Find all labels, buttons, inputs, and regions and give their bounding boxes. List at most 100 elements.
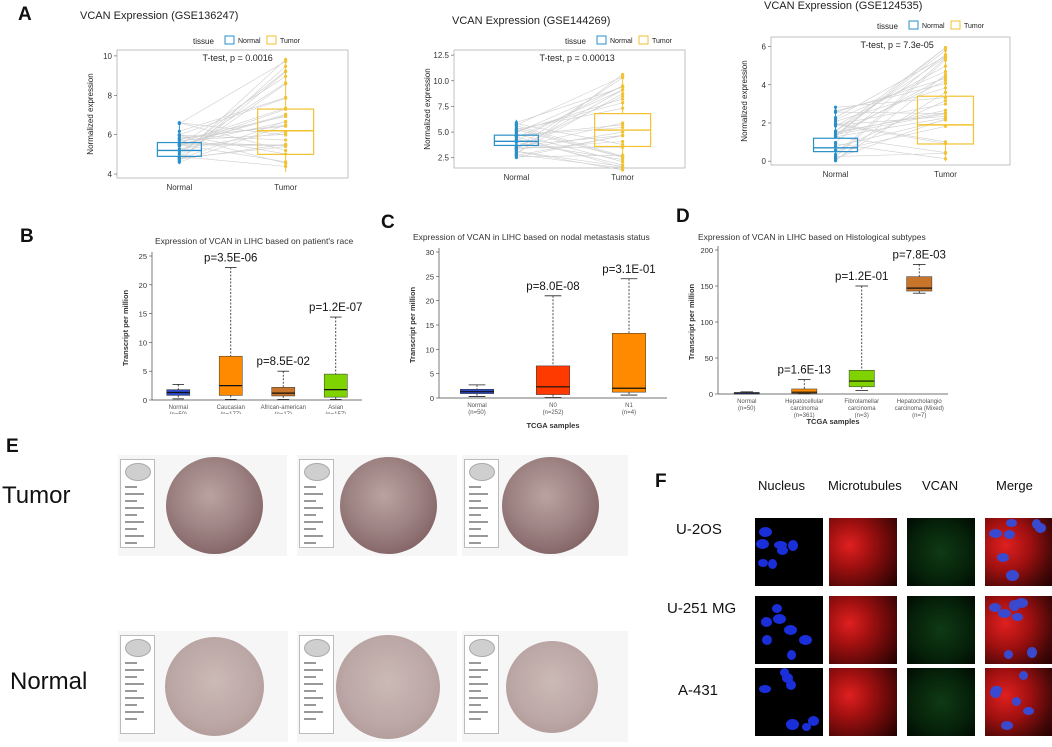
row-label-u2os: U-2OS [676,521,722,538]
label-text-line [304,662,316,664]
paired-line [835,65,946,127]
paired-line [516,141,623,150]
label-text-line [304,493,323,495]
legend-swatch-tumor [266,35,277,45]
label-text-line [304,500,316,502]
if-image-a431-nucleus [755,668,823,736]
if-image-u251mg-microtubules [829,596,897,664]
col-label-vcan: VCAN [922,478,959,493]
p-value-label: p=1.6E-13 [778,365,831,377]
panel-letter-e: E [6,436,19,457]
label-text-line [304,683,323,685]
tumor-ihc-image-1 [118,455,287,556]
label-text-line [304,718,316,720]
panel-letter-d: D [676,206,690,227]
category-n: (n=361) [794,413,815,419]
legend-title: tissue [565,37,586,46]
label-text-line [304,704,316,706]
row-label-a431: A-431 [678,682,719,699]
label-text-line [125,662,137,664]
box-1 [218,355,243,396]
label-text-line [125,486,137,488]
p-value-label: p=3.5E-06 [204,253,257,265]
paired-line [179,107,286,144]
legend-title: tissue [193,37,214,46]
x-axis-label: TCGA samples [806,417,859,426]
point-normal [514,137,518,141]
paired-line [179,97,286,135]
point-tumor [284,148,288,153]
paired-line [835,80,946,134]
nucleus-blob [989,529,1002,538]
normal-ihc-image-3 [462,631,628,742]
p-value-label: p=8.0E-08 [526,281,579,293]
label-text-line [469,507,488,509]
label-text-line [469,697,488,699]
nucleus-blob [1004,650,1013,659]
nucleus-blob [802,723,811,731]
label-text-line [125,683,144,685]
point-normal [177,143,181,147]
normal-ihc-image-1 [118,631,288,742]
box-3 [323,373,348,398]
box-3 [906,276,933,292]
paired-line [516,124,623,136]
category-label: N0 [549,403,557,409]
nucleus-blob [786,680,796,690]
p-value-label: p=1.2E-01 [835,271,888,283]
box-normal [812,137,859,153]
y-tick-label: 150 [700,282,713,291]
panel-a-title-1: VCAN Expression (GSE144269) [452,15,610,27]
point-tumor [943,99,948,103]
point-tumor [943,114,948,118]
paired-line [179,125,286,139]
legend-swatch-normal [596,35,607,45]
panel-a-title-2: VCAN Expression (GSE124535) [764,0,922,12]
category-label: Fibrolamellar [844,399,879,405]
tissue-core [506,640,598,733]
if-image-u251mg-merge [985,596,1052,664]
atlas-logo-icon [469,463,495,481]
specimen-label-card [299,459,334,548]
paired-line [179,156,286,167]
y-tick-label: 15 [426,321,434,330]
point-tumor [621,134,625,138]
label-text-line [469,683,488,685]
atlas-logo-icon [304,639,330,657]
paired-line [835,117,946,138]
nucleus-blob [762,635,772,645]
y-tick-label: 20 [426,297,434,306]
nucleus-blob [1006,570,1019,581]
point-tumor [284,144,288,149]
label-text-line [469,669,488,671]
paired-line [179,121,286,145]
paired-line [835,111,946,114]
paired-line [835,112,946,133]
if-image-a431-merge [985,668,1052,736]
nucleus-blob [1012,697,1021,706]
panel-letter-f: F [655,471,667,492]
paired-line [516,102,623,132]
category-label: African-american [261,405,306,411]
tcga-title: Expression of VCAN in LIHC based on noda… [413,232,650,242]
plot-frame [116,49,349,179]
category-n: (n=50) [738,406,756,412]
paired-line [516,108,623,130]
nucleus-blob [784,625,797,635]
category-n: (n=50) [468,410,486,416]
category-n: (n=50) [169,412,187,414]
panel-a-chart-gse124535: VCAN Expression (GSE124535) tissue Normal T… [740,0,1011,179]
if-image-u251mg-nucleus [755,596,823,664]
panel-a-title-0: VCAN Expression (GSE136247) [80,10,238,22]
paired-line [179,121,286,160]
category-n: (n=157) [325,412,346,414]
y-tick-label: 10.0 [433,77,449,86]
panel-b-figure: Expression of VCAN in LIHC based on pati… [121,236,362,414]
paired-line [179,131,286,150]
x-tick-label-normal: Normal [503,173,529,182]
atlas-logo-icon [125,639,151,657]
paired-line [835,97,946,108]
nucleus-blob [1035,523,1046,533]
label-text-line [469,690,481,692]
paired-line [179,143,286,146]
